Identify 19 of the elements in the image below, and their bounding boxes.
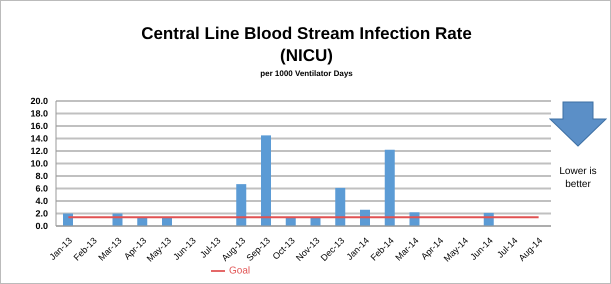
chart-title: Central Line Blood Stream Infection Rate (NICU)	[140, 23, 473, 67]
bar	[236, 184, 246, 226]
y-tick-label: 6.0	[35, 184, 48, 194]
y-tick-label: 2.0	[35, 208, 48, 219]
y-tick-label: 12.0	[30, 146, 48, 156]
y-tick-label: 4.0	[35, 196, 48, 206]
y-tick-label: 20.0	[30, 96, 48, 106]
bar	[384, 150, 395, 226]
y-tick-label: 18.0	[30, 108, 48, 119]
bar	[335, 188, 346, 226]
bar	[261, 135, 271, 226]
chart-subtitle: per 1000 Ventilator Days	[259, 69, 354, 78]
y-tick-label: 14.0	[30, 134, 48, 144]
y-tick-label: 0.0	[35, 221, 48, 232]
y-tick-label: 8.0	[35, 171, 48, 182]
y-tick-label: 16.0	[30, 121, 48, 132]
y-tick-label: 10.0	[30, 158, 48, 169]
text: Lower is better	[558, 165, 598, 191]
legend-label: Goal	[229, 266, 250, 277]
